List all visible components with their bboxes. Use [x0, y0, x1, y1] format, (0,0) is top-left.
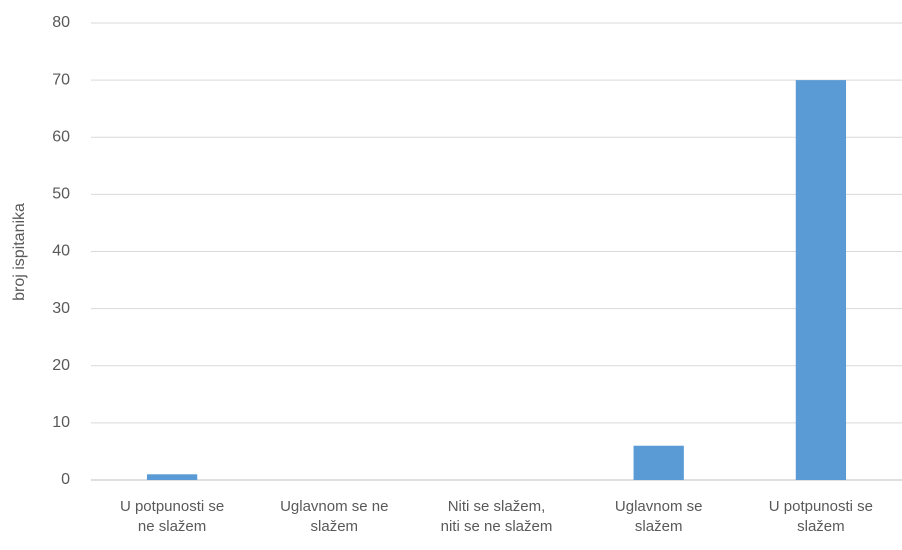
x-tick-label-box: U potpunosti se slažem — [768, 498, 873, 535]
x-tick-label: Niti se slažem, niti se ne slažem — [440, 498, 553, 535]
y-tick-label: 50 — [52, 186, 70, 203]
y-tick-label: 70 — [52, 71, 70, 88]
x-tick-label-box: Uglavnom se ne slažem — [280, 498, 389, 535]
x-tick-label-box: U potpunosti se ne slažem — [119, 498, 225, 535]
x-tick-label-box: Niti se slažem, niti se ne slažem — [440, 498, 553, 535]
y-tick-label: 80 — [52, 14, 70, 31]
x-tick-label: Uglavnom se slažem — [614, 498, 703, 535]
x-tick-label: U potpunosti se ne slažem — [119, 498, 225, 535]
y-tick-label: 30 — [52, 300, 70, 317]
x-tick-label: Uglavnom se ne slažem — [280, 498, 389, 535]
bar — [795, 80, 847, 480]
y-tick-label: 40 — [52, 243, 70, 260]
y-tick-label: 0 — [61, 471, 70, 488]
y-tick-label: 20 — [52, 357, 70, 374]
x-tick-label: U potpunosti se slažem — [768, 498, 873, 535]
y-tick-label: 10 — [52, 414, 70, 431]
y-tick-label: 60 — [52, 128, 70, 145]
bar — [146, 474, 198, 480]
y-axis-title: broj ispitanika — [11, 203, 28, 301]
bar — [633, 445, 684, 480]
x-tick-label-box: Uglavnom se slažem — [614, 498, 703, 535]
